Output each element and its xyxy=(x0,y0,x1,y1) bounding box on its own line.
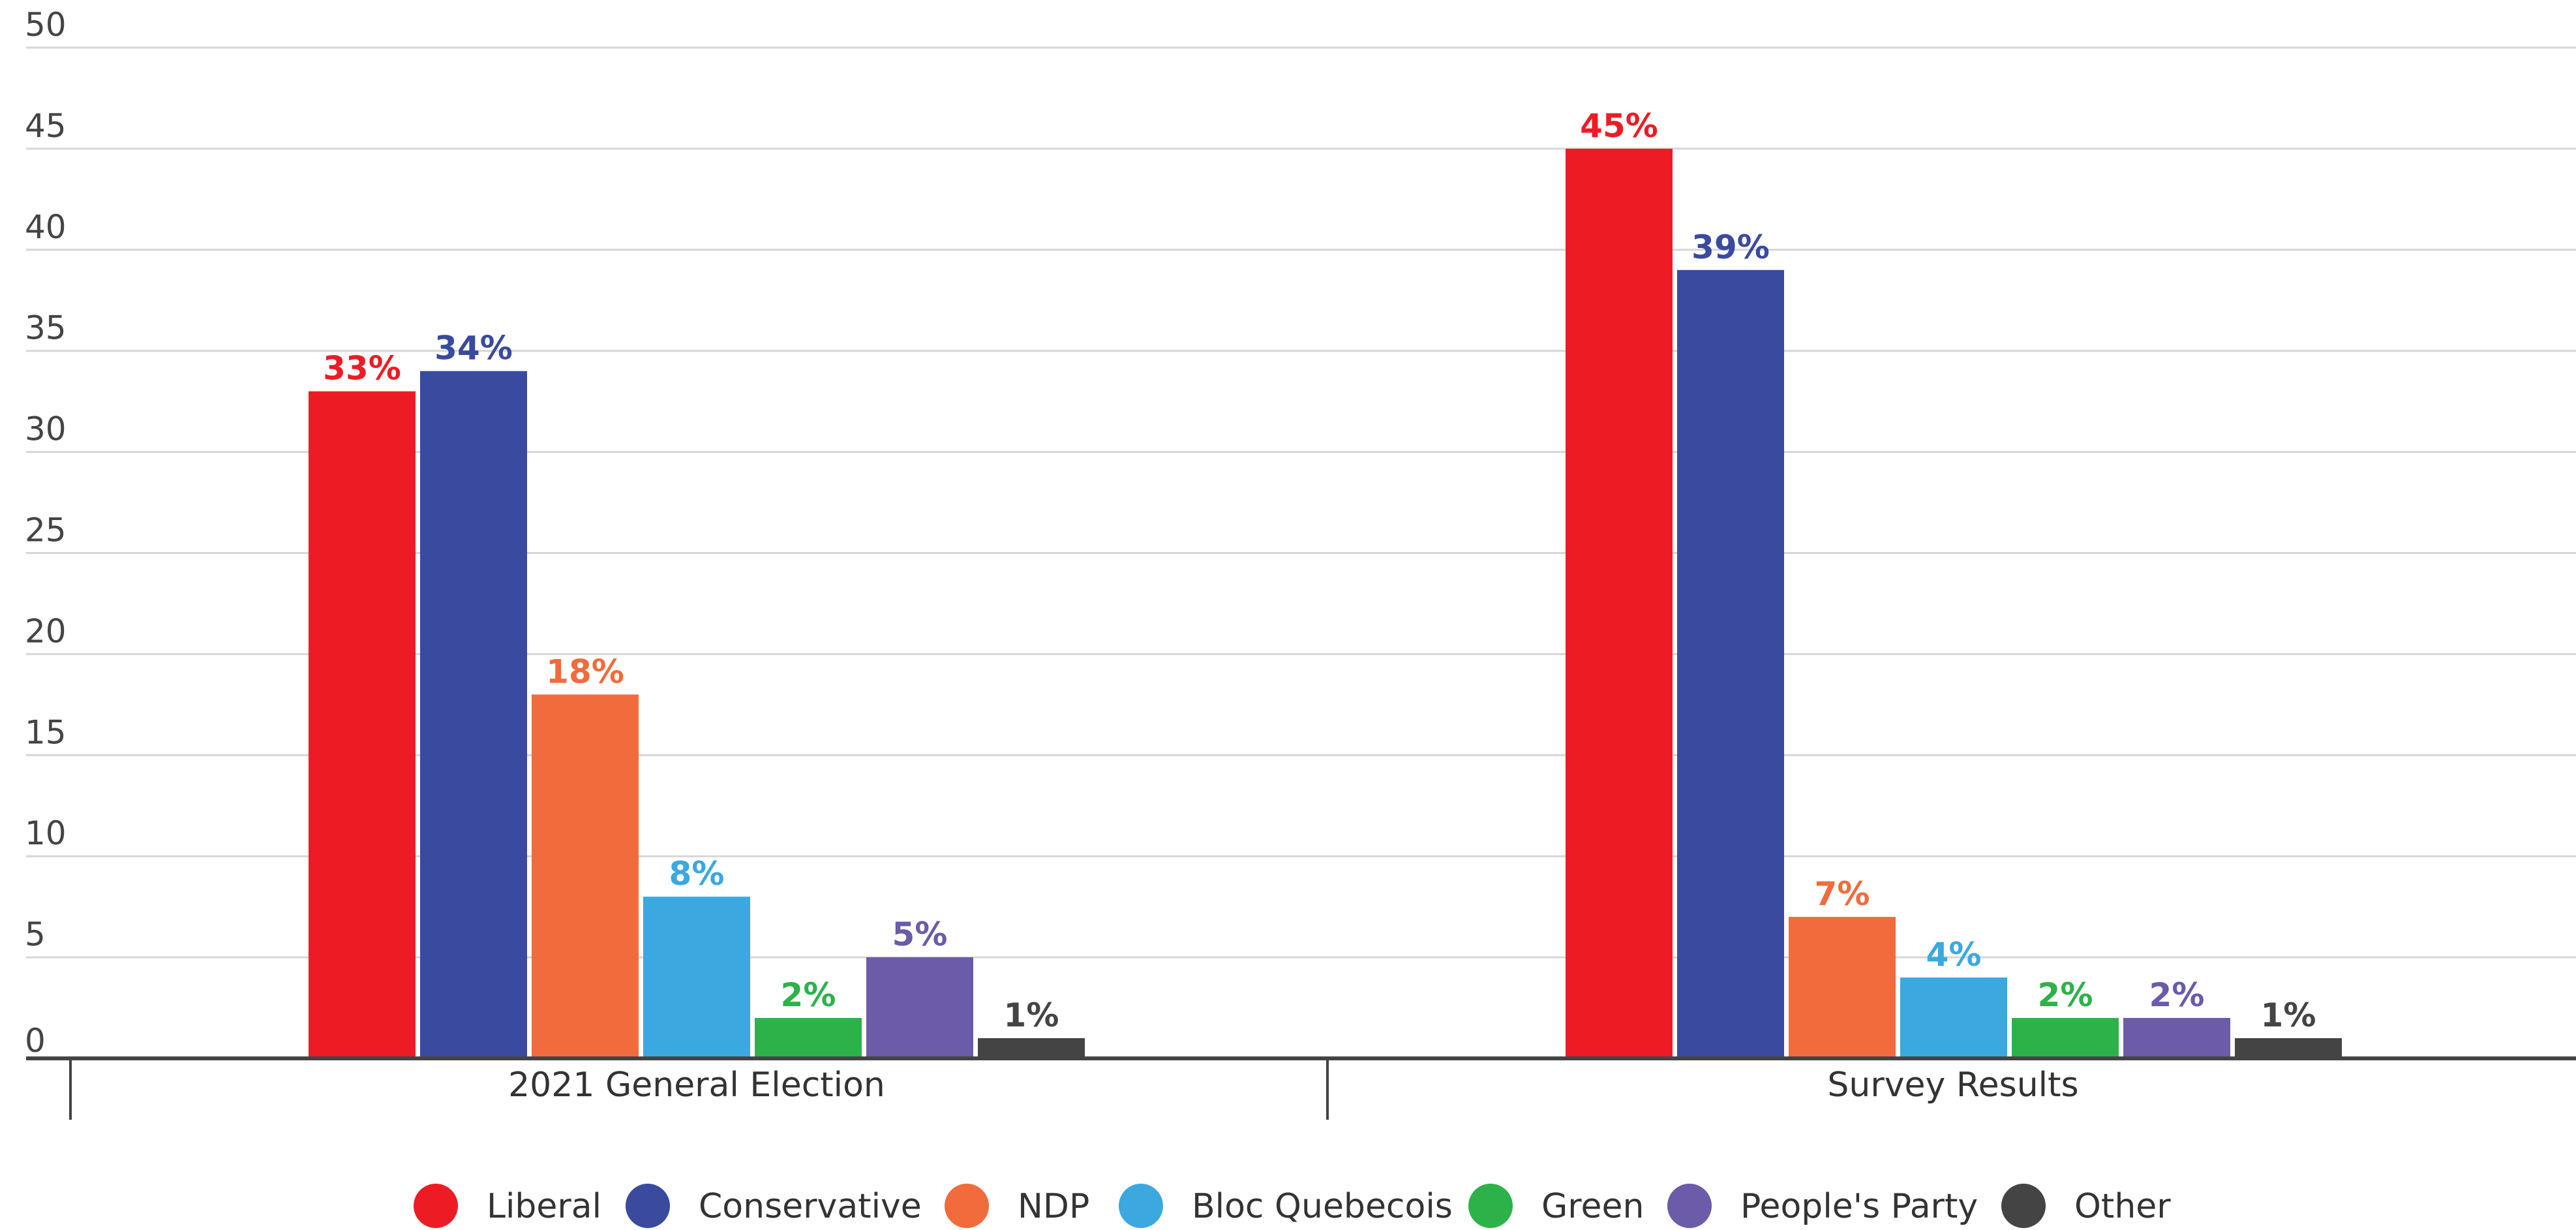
y-tick-label: 15 xyxy=(25,713,67,751)
legend-item-green: Green xyxy=(1468,1184,1644,1228)
data-label-liberal-survey-results: 45% xyxy=(1580,107,1658,145)
y-tick-label: 25 xyxy=(25,512,67,549)
y-tick-label: 0 xyxy=(25,1022,46,1060)
bar-other-survey-results xyxy=(2235,1038,2342,1058)
data-label-conservative-2021-general-election: 34% xyxy=(434,330,513,367)
y-tick-label: 30 xyxy=(25,410,67,448)
bar-green-2021-general-election xyxy=(755,1018,862,1058)
y-tick-label: 20 xyxy=(25,612,67,650)
data-labels: 33% 45% 34% 39% 18% 7% 8% 4% 2% 2% 5% 2% 1% 1% xyxy=(323,107,2316,1034)
bars xyxy=(309,148,2342,1059)
bar-bloc-quebecois-2021-general-election xyxy=(643,897,750,1058)
legend-item-other: Other xyxy=(2001,1184,2171,1228)
bar-ndp-survey-results xyxy=(1789,917,1896,1058)
data-label-people-s-party-2021-general-election: 5% xyxy=(892,915,948,953)
legend-item-conservative: Conservative xyxy=(626,1184,922,1228)
legend-label-bloc-quebecois: Bloc Quebecois xyxy=(1192,1187,1453,1226)
legend: Liberal Conservative NDP Bloc Quebecois Gree… xyxy=(414,1184,2171,1228)
data-label-bloc-quebecois-2021-general-election: 8% xyxy=(669,855,725,893)
legend-label-people-s-party: People's Party xyxy=(1740,1187,1978,1226)
data-label-ndp-2021-general-election: 18% xyxy=(546,653,624,690)
legend-swatch-bloc-quebecois xyxy=(1119,1184,1163,1228)
bar-liberal-survey-results xyxy=(1566,148,1673,1058)
bar-green-survey-results xyxy=(2012,1018,2119,1058)
x-tick-label-survey-results: Survey Results xyxy=(1827,1066,2078,1105)
y-axis-ticks: 0 5 10 15 20 25 30 35 40 45 50 xyxy=(25,6,67,1060)
data-label-green-survey-results: 2% xyxy=(2038,976,2093,1014)
data-label-liberal-2021-general-election: 33% xyxy=(323,350,401,388)
legend-item-bloc-quebecois: Bloc Quebecois xyxy=(1119,1184,1453,1228)
legend-swatch-people-s-party xyxy=(1667,1184,1712,1228)
bar-conservative-survey-results xyxy=(1677,269,1784,1058)
legend-swatch-green xyxy=(1468,1184,1513,1228)
data-label-people-s-party-survey-results: 2% xyxy=(2149,976,2205,1014)
bar-liberal-2021-general-election xyxy=(309,391,416,1058)
bar-ndp-2021-general-election xyxy=(532,694,639,1058)
legend-item-people-s-party: People's Party xyxy=(1667,1184,1978,1228)
y-tick-label: 5 xyxy=(25,915,46,953)
legend-swatch-other xyxy=(2001,1184,2046,1228)
legend-swatch-ndp xyxy=(945,1184,989,1228)
legend-label-other: Other xyxy=(2074,1187,2171,1226)
legend-swatch-conservative xyxy=(626,1184,670,1228)
legend-item-ndp: NDP xyxy=(945,1184,1089,1228)
x-tick-label-2021-general-election: 2021 General Election xyxy=(508,1066,885,1105)
y-tick-label: 40 xyxy=(25,208,67,246)
bar-other-2021-general-election xyxy=(978,1038,1085,1058)
data-label-green-2021-general-election: 2% xyxy=(781,976,836,1014)
y-tick-label: 45 xyxy=(25,107,67,145)
data-label-ndp-survey-results: 7% xyxy=(1815,875,1870,913)
bar-people-s-party-2021-general-election xyxy=(866,957,973,1058)
data-label-other-survey-results: 1% xyxy=(2261,996,2316,1034)
legend-label-ndp: NDP xyxy=(1018,1187,1089,1226)
data-label-other-2021-general-election: 1% xyxy=(1004,996,1059,1034)
y-tick-label: 50 xyxy=(25,6,67,44)
legend-swatch-liberal xyxy=(414,1184,458,1228)
x-axis: 2021 General Election Survey Results xyxy=(26,1056,2576,1120)
legend-item-liberal: Liberal xyxy=(414,1184,601,1228)
bar-people-s-party-survey-results xyxy=(2123,1018,2230,1058)
bar-conservative-2021-general-election xyxy=(420,371,527,1059)
y-tick-label: 35 xyxy=(25,309,67,347)
legend-label-conservative: Conservative xyxy=(699,1187,922,1226)
legend-label-liberal: Liberal xyxy=(487,1187,601,1226)
data-label-conservative-survey-results: 39% xyxy=(1691,228,1770,266)
bar-bloc-quebecois-survey-results xyxy=(1900,977,2007,1058)
legend-label-green: Green xyxy=(1541,1187,1644,1226)
y-tick-label: 10 xyxy=(25,814,67,852)
data-label-bloc-quebecois-survey-results: 4% xyxy=(1926,936,1982,974)
